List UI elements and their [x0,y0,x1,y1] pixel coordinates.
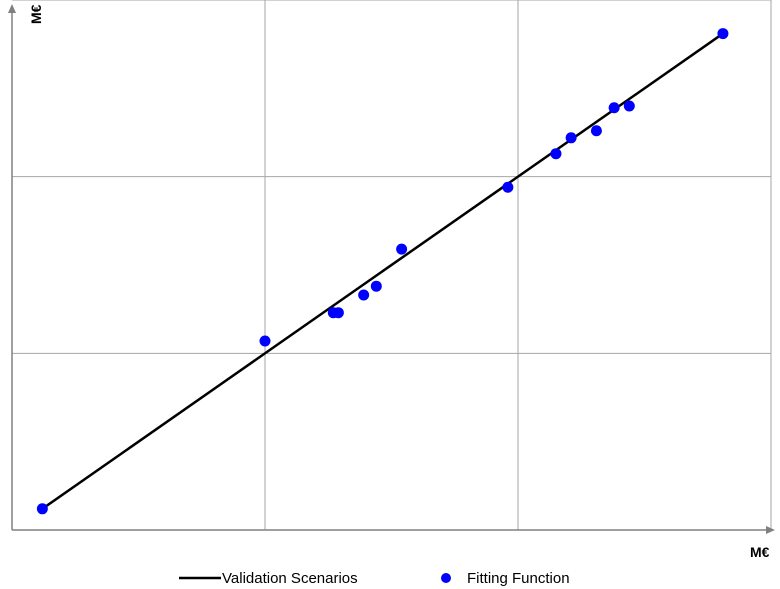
x-axis-arrow [766,526,775,534]
data-point-fitting-function [623,100,635,112]
data-point-fitting-function [590,125,602,137]
data-point-fitting-function [550,148,562,160]
legend-label-validation-scenarios: Validation Scenarios [222,570,358,587]
legend-dot-marker [441,573,451,583]
grid [12,0,772,530]
data-point-fitting-function [608,102,620,114]
legend: Validation Scenarios Fitting Function [179,570,570,587]
data-point-fitting-function [717,28,729,40]
legend-label-fitting-function: Fitting Function [467,570,570,587]
data-point-fitting-function [565,132,577,144]
plot-area [36,28,729,515]
data-point-fitting-function [36,503,48,515]
data-point-fitting-function [332,307,344,319]
series-line-validation-scenarios [41,32,724,510]
data-point-fitting-function [358,289,370,301]
y-axis-arrow [8,4,16,13]
data-point-fitting-function [502,181,514,193]
y-axis-label: M€ [28,4,44,24]
axes [8,4,775,534]
data-point-fitting-function [396,243,408,255]
x-axis-label: M€ [750,544,770,560]
data-point-fitting-function [370,280,382,292]
data-point-fitting-function [259,335,271,347]
